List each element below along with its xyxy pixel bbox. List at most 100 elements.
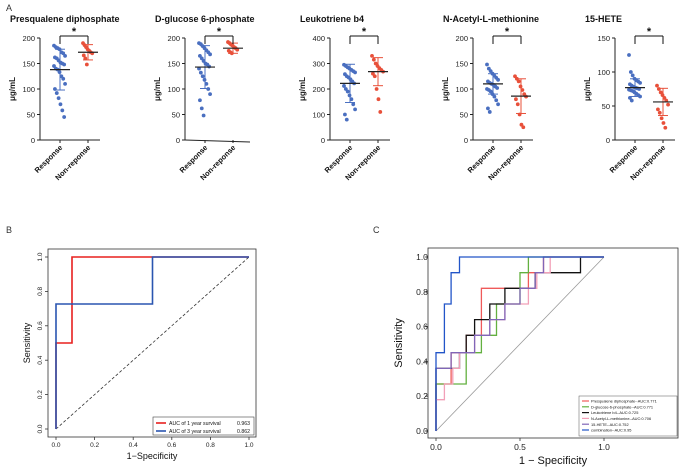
data-point [353, 107, 357, 112]
y-tick-label: 0 [321, 136, 325, 145]
data-point [84, 62, 89, 67]
roc-curve-1 [55, 256, 249, 429]
x-tick-label: 0.0 [51, 442, 60, 449]
x-tick-label: 0.2 [90, 442, 99, 449]
y-tick-label: 100 [455, 85, 468, 94]
roc-curve-4 [435, 256, 604, 431]
data-point [487, 110, 492, 114]
y-tick-label: 0.4 [416, 356, 428, 366]
y-tick-label: 0 [606, 136, 610, 145]
plot-frame [47, 248, 257, 438]
y-axis-label: μg/mL [153, 77, 162, 101]
y-tick-label: 0.2 [416, 391, 428, 401]
data-point [208, 92, 212, 96]
y-tick-label: 0.8 [37, 287, 44, 296]
data-point [656, 87, 661, 91]
data-point [376, 97, 381, 102]
dot-plot-presqualene-diphosphate: Presqualene diphosphate 0 50 100 150 200 μg/mL… [8, 14, 120, 182]
y-tick-label: 200 [312, 85, 325, 94]
chart-title: 15-HETE [585, 14, 622, 24]
panel-label-a: A [6, 3, 12, 13]
y-tick-label: 1.0 [37, 252, 44, 261]
legend-auc: 0.963 [237, 421, 250, 427]
legend-label: Presqualene diphosphate--AUC:0.771 [591, 399, 657, 404]
data-point [372, 74, 377, 79]
x-axis-line [184, 139, 251, 143]
y-tick-label: 200 [455, 34, 468, 43]
data-point [198, 70, 203, 75]
data-point [630, 73, 635, 78]
x-axis-label: 1 − Specificity [519, 455, 588, 467]
y-tick-label: 300 [312, 60, 325, 69]
chart-title: D-glucose 6-phosphate [155, 14, 255, 24]
legend-label: AUC of 3 year survival [169, 429, 221, 435]
data-point [83, 56, 88, 61]
y-tick-label: 0 [176, 136, 180, 145]
roc-metabolite-plot: 0.0 0.5 1.0 0.0 0.2 0.4 0.6 0.8 1.0 1 − Specifici… [393, 247, 679, 467]
data-point [206, 87, 211, 91]
y-tick-label: 50 [460, 111, 468, 120]
data-point [199, 106, 204, 111]
reference-diagonal [435, 256, 605, 432]
data-point [200, 74, 205, 79]
significance-star: * [647, 26, 652, 38]
x-tick-label: 1.0 [244, 442, 253, 449]
significance-star: * [505, 26, 510, 38]
data-point [515, 102, 520, 107]
y-tick-label: 0.6 [37, 321, 44, 330]
legend-label: N-Acetyl-L-methionine--AUC:0.706 [591, 416, 651, 421]
data-point [353, 70, 357, 75]
data-point [343, 112, 347, 117]
panel-label-c: C [373, 225, 380, 235]
data-point [62, 115, 67, 119]
data-point [663, 125, 668, 130]
y-tick-label: 100 [597, 68, 610, 77]
y-tick-label: 50 [602, 102, 610, 111]
data-point [638, 80, 642, 85]
data-point [666, 102, 670, 107]
x-axis-label: 1−Specificity [127, 451, 178, 461]
y-tick-label: 150 [597, 34, 610, 43]
dot-plot-panels: Presqualene diphosphate 0 50 100 150 200 μg/mL… [8, 14, 675, 182]
y-tick-label: 200 [167, 34, 180, 43]
data-point [378, 110, 383, 114]
data-point [61, 76, 66, 81]
data-point [514, 97, 518, 102]
x-tick-label: 0.0 [430, 442, 442, 452]
y-axis-label: μg/mL [8, 77, 17, 101]
y-tick-label: 100 [22, 85, 35, 94]
dot-plot-leukotriene-b4: Leukotriene b40100200300400μg/mLResponse… [298, 14, 390, 182]
data-point [345, 89, 350, 94]
y-tick-label: 100 [312, 111, 325, 120]
data-point [658, 90, 663, 95]
data-point [627, 53, 631, 57]
y-axis-label: Sensitivity [22, 322, 32, 363]
dot-plot-n-acetyl-l-methionine: N-Acetyl-L-methionine050100150200μg/mLRe… [441, 14, 539, 182]
x-tick-label: 0.6 [167, 442, 176, 449]
legend-label: Leukotriene b4--AUC:0.725 [591, 410, 638, 415]
data-point [486, 106, 490, 111]
y-tick-label: 1.0 [416, 252, 428, 262]
chart-title: Presqualene diphosphate [10, 14, 120, 24]
data-point [342, 84, 346, 88]
panel-label-b: B [6, 225, 12, 235]
y-tick-label: 0.2 [37, 390, 44, 399]
legend-label: 15-HETE--AUC:0.752 [591, 422, 629, 427]
y-tick-label: 150 [22, 60, 35, 69]
y-tick-label: 150 [455, 60, 468, 69]
data-point [521, 125, 526, 130]
x-tick-label: 1.0 [598, 442, 610, 452]
data-point [60, 108, 65, 113]
y-tick-label: 50 [27, 111, 35, 120]
data-point [344, 117, 349, 122]
significance-star: * [362, 26, 367, 38]
legend-box [152, 416, 255, 436]
x-tick-label: 0.5 [514, 442, 526, 452]
significance-star: * [217, 26, 222, 38]
chart-title: Leukotriene b4 [300, 14, 364, 24]
y-tick-label: 100 [167, 85, 180, 94]
dot-plot-d-glucose-6-phosphate: D-glucose 6-phosphate050100150200μg/mLRe… [153, 14, 255, 182]
data-point [63, 82, 67, 86]
data-point [58, 102, 63, 107]
